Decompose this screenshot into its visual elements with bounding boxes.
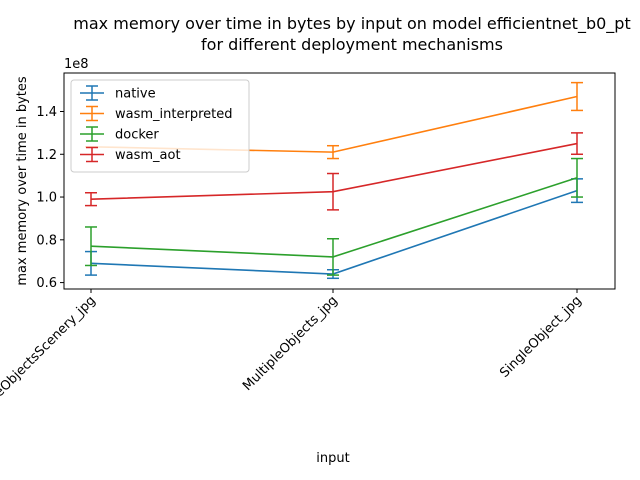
series-wasm_aot <box>85 132 583 211</box>
legend-entry-native: native <box>80 85 156 102</box>
y-axis-label: max memory over time in bytes <box>15 76 30 286</box>
y-tick-label: 1.4 <box>36 105 57 120</box>
legend-label: docker <box>115 128 159 143</box>
y-tick-label: 1.0 <box>36 191 57 206</box>
y-tick-label: 0.8 <box>36 233 57 248</box>
legend-entry-docker: docker <box>80 126 159 143</box>
legend-label: wasm_aot <box>115 148 181 163</box>
y-tick-label: 0.6 <box>36 276 57 291</box>
x-tick-label: MultipleObjects_jpg <box>240 293 341 394</box>
y-axis-offset-label: 1e8 <box>64 57 89 72</box>
series-native <box>85 178 583 280</box>
chart-title-line-1: max memory over time in bytes by input o… <box>73 14 630 34</box>
plot-frame <box>63 72 616 290</box>
series-line-native <box>90 189 578 275</box>
x-axis-label: input <box>316 451 349 466</box>
x-tick-label: SingleObject_jpg <box>497 293 585 381</box>
legend-label: wasm_interpreted <box>115 107 232 122</box>
x-tick-label: MultipleObjectsScenery_jpg <box>0 293 99 431</box>
y-tick-label: 1.2 <box>36 148 57 163</box>
legend-entry-wasm_interpreted: wasm_interpreted <box>80 105 232 122</box>
legend-frame <box>70 79 250 173</box>
legend-entry-wasm_aot: wasm_aot <box>80 146 181 163</box>
series-docker <box>85 157 583 276</box>
chart-title-line-2: for different deployment mechanisms <box>201 35 503 54</box>
legend-label: native <box>115 87 156 102</box>
series-line-docker <box>90 177 578 258</box>
